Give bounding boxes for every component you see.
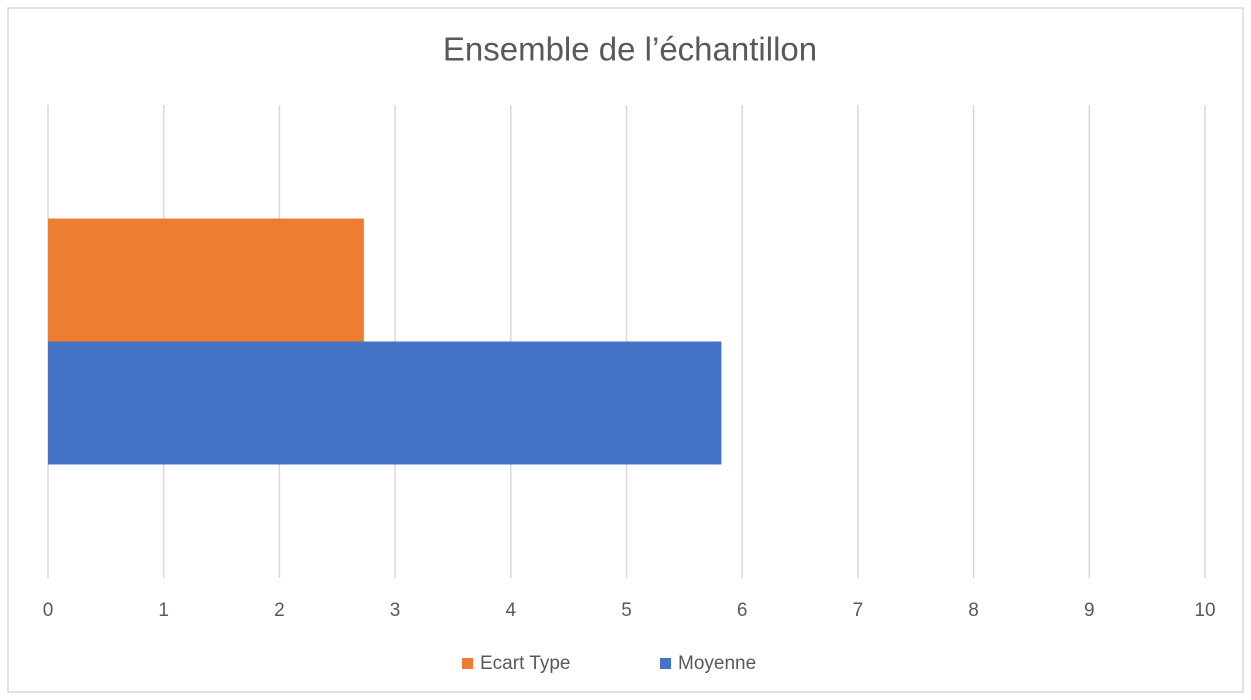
x-tick-label: 5 — [621, 600, 632, 621]
x-tick-label: 9 — [1084, 600, 1095, 621]
legend-swatch — [462, 658, 473, 669]
x-tick-label: 4 — [506, 600, 517, 621]
x-tick-label: 1 — [158, 600, 169, 621]
x-tick-label: 10 — [1194, 600, 1215, 621]
bar — [48, 341, 722, 465]
legend-label: Ecart Type — [480, 653, 570, 674]
x-tick-label: 7 — [853, 600, 864, 621]
x-tick-label: 6 — [737, 600, 748, 621]
x-tick-label: 0 — [43, 600, 54, 621]
x-tick-label: 8 — [968, 600, 979, 621]
legend-label: Moyenne — [678, 653, 756, 674]
x-tick-label: 2 — [274, 600, 285, 621]
bar — [48, 218, 364, 342]
x-tick-label: 3 — [390, 600, 401, 621]
legend-swatch — [660, 658, 671, 669]
chart-title: Ensemble de l’échantillon — [443, 31, 817, 68]
